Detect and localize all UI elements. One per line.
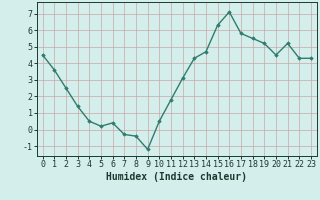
X-axis label: Humidex (Indice chaleur): Humidex (Indice chaleur) — [106, 172, 247, 182]
